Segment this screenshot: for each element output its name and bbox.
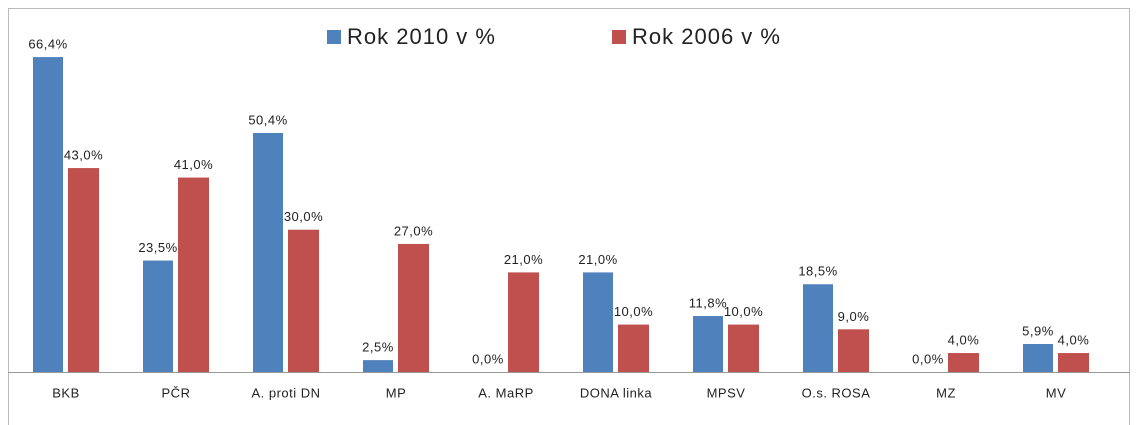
bar (33, 57, 63, 373)
bar (803, 284, 833, 372)
x-tick-label: MV (1046, 385, 1067, 400)
data-label: 27,0% (394, 223, 433, 238)
bar (253, 132, 283, 372)
data-label: 18,5% (798, 264, 837, 279)
data-label: 0,0% (912, 351, 944, 366)
legend-text: Rok 2006 v % (632, 24, 781, 49)
x-tick-label: MPSV (707, 385, 746, 400)
bar (948, 353, 979, 372)
x-tick-label: A. proti DN (251, 385, 320, 400)
legend-swatch (612, 30, 626, 44)
data-label: 2,5% (362, 340, 394, 355)
bar (398, 243, 429, 372)
data-label: 66,4% (28, 37, 67, 52)
data-label: 9,0% (838, 309, 870, 324)
x-tick-label: DONA linka (580, 385, 652, 400)
legend-swatch (327, 30, 341, 44)
x-tick-label: A. MaRP (478, 385, 534, 400)
data-label: 5,9% (1022, 323, 1054, 338)
bar (1023, 344, 1053, 372)
chart-frame (8, 8, 1130, 425)
data-label: 4,0% (948, 332, 980, 347)
bar (693, 316, 723, 372)
x-tick-label: MP (386, 385, 407, 400)
x-tick-label: PČR (162, 385, 191, 400)
bar (68, 168, 99, 372)
data-label: 30,0% (284, 209, 323, 224)
legend-text: Rok 2010 v % (347, 24, 496, 49)
bar (728, 324, 759, 372)
data-label: 10,0% (724, 304, 763, 319)
data-label: 0,0% (472, 351, 504, 366)
data-label: 21,0% (578, 252, 617, 267)
data-label: 11,8% (689, 295, 727, 310)
x-tick-label: O.s. ROSA (802, 385, 871, 400)
bar (508, 272, 539, 372)
bar (288, 229, 319, 372)
data-label: 10,0% (614, 304, 653, 319)
data-label: 41,0% (174, 157, 213, 172)
data-label: 43,0% (64, 147, 103, 162)
x-tick-label: MZ (936, 385, 956, 400)
data-label: 23,5% (138, 240, 177, 255)
data-label: 21,0% (504, 252, 543, 267)
bar (838, 329, 869, 372)
data-label: 50,4% (248, 112, 287, 127)
bar (583, 272, 613, 372)
bar (143, 260, 173, 372)
x-tick-label: BKB (52, 385, 80, 400)
bar (178, 177, 209, 372)
data-label: 4,0% (1058, 332, 1090, 347)
bar (363, 360, 393, 372)
bar (618, 324, 649, 372)
bar (1058, 353, 1089, 372)
